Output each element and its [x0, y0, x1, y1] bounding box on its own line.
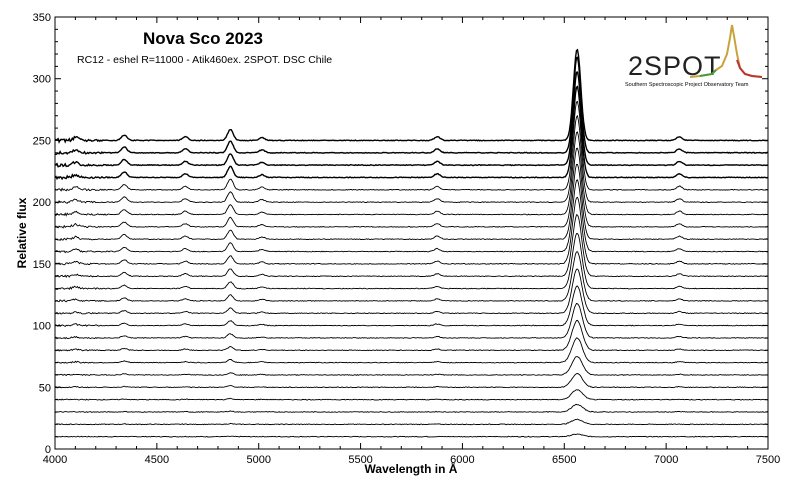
spectrum-line: [54, 214, 769, 278]
x-axis-label: Wavelength in Å: [365, 461, 458, 476]
chart-title: Nova Sco 2023: [143, 29, 263, 48]
spectrum-line: [54, 233, 769, 291]
spectrum-line: [54, 337, 769, 364]
spectrum-line: [54, 268, 769, 315]
x-tick-label: 4500: [145, 454, 169, 466]
spectra-group: [54, 48, 769, 438]
logo-2spot: 2SPOT Southern Spectroscopic Project Obs…: [625, 24, 763, 88]
spectrum-line: [54, 389, 769, 401]
logo-wordmark: 2SPOT: [628, 51, 722, 81]
y-tick-label: 0: [45, 444, 51, 456]
spectrum-line: [54, 114, 768, 204]
spectrum-line: [54, 71, 769, 168]
logo-spectrum-red: [736, 59, 763, 78]
spectrum-line: [54, 85, 769, 181]
spectrum-line: [54, 131, 769, 217]
x-tick-label: 5000: [246, 454, 270, 466]
x-tick-label: 4000: [43, 454, 67, 466]
axis-ticks: 4000 4500 5000 5500 6000 6500 7000 7500 0 50 100 15…: [33, 12, 781, 466]
spectrum-line: [54, 48, 769, 144]
spectrum-line: [54, 196, 768, 266]
spectrum-line: [54, 418, 769, 426]
spectrum-line: [54, 302, 769, 340]
x-tick-label: 5500: [348, 454, 372, 466]
x-tick-label: 6000: [450, 454, 474, 466]
spectrum-line: [54, 433, 769, 438]
y-tick-label: 150: [33, 259, 51, 271]
spectrum-line: [54, 179, 769, 254]
y-tick-label: 50: [39, 382, 51, 394]
logo-subtitle: Southern Spectroscopic Project Observato…: [625, 82, 749, 88]
chart-subtitle: RC12 - eshel R=11000 - Atik460ex. 2SPOT.…: [77, 54, 332, 66]
logo-spectrum-green: [699, 69, 717, 77]
plot-frame: [54, 16, 769, 450]
spectrum-line: [54, 56, 769, 156]
y-tick-label: 250: [33, 135, 51, 147]
x-tick-label: 6500: [552, 454, 576, 466]
y-tick-label: 300: [33, 74, 51, 86]
spectrum-line: [54, 373, 769, 389]
y-tick-label: 100: [33, 321, 51, 333]
x-tick-label: 7500: [756, 454, 780, 466]
spectrum-line: [54, 163, 769, 242]
spectrum-line: [54, 100, 769, 192]
spectrum-line: [54, 147, 769, 229]
spectrum-line: [54, 285, 769, 327]
spectrum-line: [54, 356, 769, 377]
spectrum-line: [54, 403, 769, 413]
spectrum-line: [54, 319, 768, 352]
x-tick-label: 7000: [654, 454, 678, 466]
y-tick-label: 350: [33, 12, 51, 24]
y-tick-label: 200: [33, 197, 51, 209]
y-axis-label: Relative flux: [15, 197, 29, 268]
spectrum-line: [54, 251, 769, 303]
